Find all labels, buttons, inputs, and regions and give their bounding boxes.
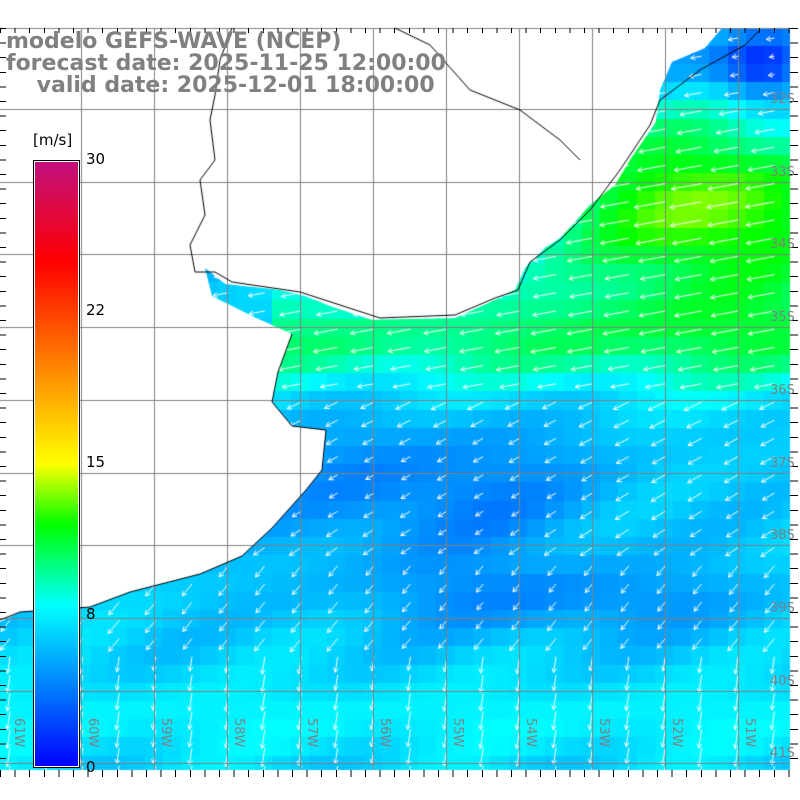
longitude-label: 60W xyxy=(85,718,100,748)
longitude-label: 61W xyxy=(11,718,26,748)
colorbar-unit: [m/s] xyxy=(33,131,73,149)
longitude-label: 55W xyxy=(450,718,465,748)
longitude-label: 59W xyxy=(158,718,173,748)
colorbar xyxy=(33,160,80,768)
latitude-label: 34S xyxy=(770,237,795,253)
latitude-label: 39S xyxy=(770,600,795,616)
longitude-label: 52W xyxy=(669,718,684,748)
latitude-label: 33S xyxy=(770,164,795,180)
colorbar-label-30: 30 xyxy=(86,150,106,168)
longitude-label: 58W xyxy=(231,718,246,748)
colorbar-label-0: 0 xyxy=(86,758,96,776)
title-valid-date: valid date: 2025-12-01 18:00:00 xyxy=(6,73,435,98)
latitude-label: 32S xyxy=(770,92,795,107)
latitude-label: 40S xyxy=(770,673,795,689)
colorbar-label-8: 8 xyxy=(86,605,96,623)
colorbar-label-22: 22 xyxy=(86,301,106,319)
longitude-label: 51W xyxy=(742,718,757,748)
latitude-label: 38S xyxy=(770,528,795,544)
latitude-label: 36S xyxy=(770,382,795,398)
latitude-label: 41S xyxy=(770,746,795,762)
longitude-label: 56W xyxy=(377,718,392,748)
title-forecast-date: forecast date: 2025-11-25 12:00:00 xyxy=(6,51,446,76)
bottom-axis-ticks xyxy=(0,770,790,777)
longitude-label: 57W xyxy=(304,718,319,748)
latitude-label: 37S xyxy=(770,455,795,471)
longitude-label: 53W xyxy=(596,718,611,748)
top-axis-ticks xyxy=(0,28,790,33)
right-axis-ticks xyxy=(790,28,798,770)
longitude-label: 54W xyxy=(523,718,538,748)
latitude-label: 35S xyxy=(770,310,795,326)
left-axis-ticks xyxy=(0,28,6,770)
colorbar-label-15: 15 xyxy=(86,453,106,471)
title-model: modelo GEFS-WAVE (NCEP) xyxy=(6,29,342,54)
